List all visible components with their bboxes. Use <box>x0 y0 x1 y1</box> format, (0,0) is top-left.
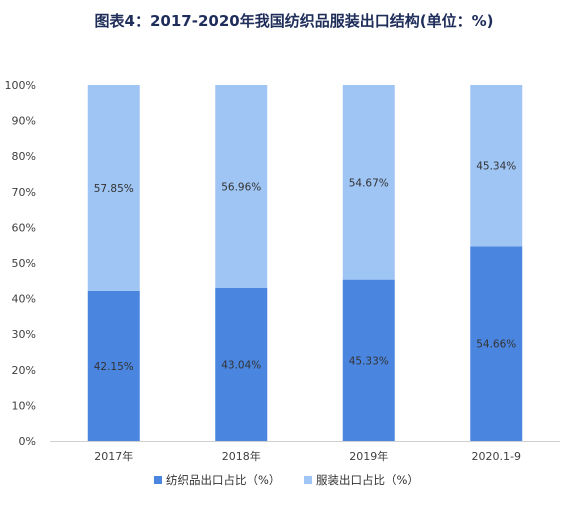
y-tick-label: 10% <box>12 399 36 412</box>
legend-swatch <box>154 476 162 484</box>
y-tick-label: 0% <box>19 435 36 448</box>
x-tick-label: 2018年 <box>222 449 261 463</box>
y-tick-label: 60% <box>12 221 36 234</box>
data-label: 57.85% <box>94 183 134 195</box>
bar-segment <box>215 287 268 441</box>
data-label: 54.67% <box>349 177 389 189</box>
bar-segment <box>342 85 395 280</box>
bars-group: 42.15% 57.85% 43.04% 56.96% 45.33% 54.67% 54.6… <box>87 85 523 441</box>
legend-label: 纺织品出口占比（%） <box>166 473 280 487</box>
x-tick-label: 2020.1-9 <box>472 450 521 463</box>
x-axis: 2017年 2018年 2019年 2020.1-9 <box>50 441 560 463</box>
data-label: 45.34% <box>476 161 516 173</box>
y-tick-label: 90% <box>12 115 36 128</box>
bar-segment <box>215 85 268 288</box>
x-tick-label: 2017年 <box>94 449 133 463</box>
y-tick-label: 70% <box>12 186 36 199</box>
bar-segment <box>470 246 523 441</box>
y-tick-label: 100% <box>5 79 36 92</box>
bar-segment <box>342 279 395 441</box>
legend-swatch <box>304 476 312 484</box>
legend-label: 服装出口占比（%） <box>316 473 419 487</box>
data-label: 45.33% <box>349 355 389 367</box>
y-tick-label: 30% <box>12 328 36 341</box>
bar-segment <box>470 85 523 247</box>
y-axis: 0% 10% 20% 30% 40% 50% 60% 70% 80% 90% 100% <box>5 79 36 448</box>
chart-title: 图表4：2017-2020年我国纺织品服装出口结构(单位：%) <box>94 12 494 30</box>
data-label: 43.04% <box>221 359 261 371</box>
y-tick-label: 20% <box>12 364 36 377</box>
y-tick-label: 50% <box>12 257 36 270</box>
bar-segment <box>87 290 140 441</box>
bar-segment <box>87 85 140 291</box>
data-label: 56.96% <box>221 181 261 193</box>
legend: 纺织品出口占比（%） 服装出口占比（%） <box>154 473 419 487</box>
x-tick-label: 2019年 <box>349 449 388 463</box>
data-label: 54.66% <box>476 339 516 351</box>
y-tick-label: 80% <box>12 150 36 163</box>
data-label: 42.15% <box>94 361 134 373</box>
y-tick-label: 40% <box>12 293 36 306</box>
